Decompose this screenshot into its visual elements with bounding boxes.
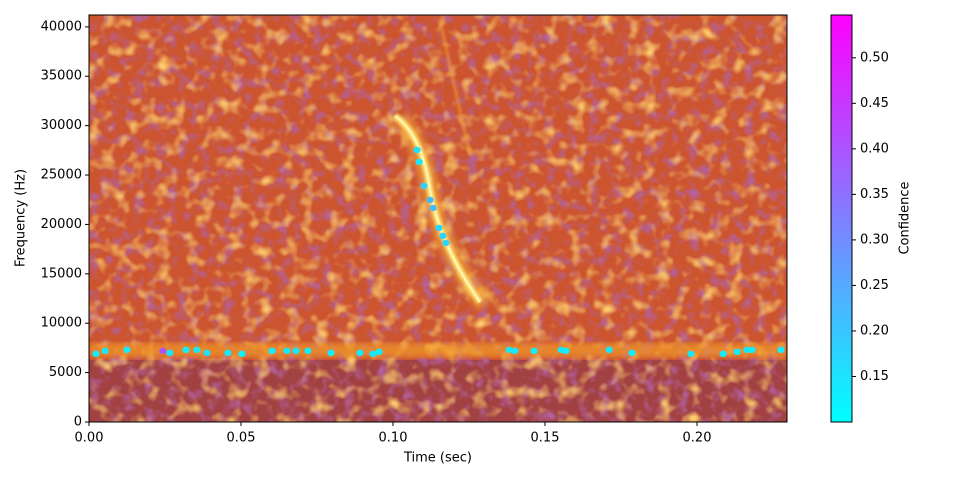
- detection-point: [356, 349, 364, 357]
- detection-point: [605, 346, 613, 354]
- detection-point: [442, 239, 450, 247]
- y-tick-label: 30000: [41, 118, 82, 133]
- detection-point: [530, 347, 538, 355]
- detection-point: [224, 349, 232, 357]
- detection-point: [562, 347, 570, 355]
- y-tick-label: 5000: [49, 365, 82, 380]
- colorbar-label: Confidence: [898, 181, 913, 254]
- detection-point: [413, 146, 421, 154]
- y-tick-label: 40000: [41, 19, 82, 34]
- colorbar-tick-label: 0.40: [860, 141, 889, 156]
- detection-point: [426, 196, 434, 204]
- colorbar: [830, 14, 853, 423]
- colorbar-tick-label: 0.20: [860, 323, 889, 338]
- y-tick-label: 20000: [41, 217, 82, 232]
- detection-point: [369, 350, 377, 358]
- y-tick-label: 10000: [41, 316, 82, 331]
- detection-point: [415, 158, 423, 166]
- detection-point: [511, 347, 519, 355]
- detection-point: [159, 347, 167, 355]
- x-tick-label: 0.00: [75, 431, 104, 446]
- detection-point: [292, 347, 300, 355]
- detection-point: [743, 346, 751, 354]
- colorbar-tick-label: 0.15: [860, 369, 889, 384]
- x-tick-label: 0.05: [227, 431, 256, 446]
- x-tick-label: 0.15: [531, 431, 560, 446]
- y-tick-label: 0: [74, 415, 82, 430]
- plot-frame: [88, 14, 788, 423]
- detection-point: [777, 346, 785, 354]
- x-tick-label: 0.10: [379, 431, 408, 446]
- x-tick-label: 0.20: [683, 431, 712, 446]
- y-tick-label: 35000: [41, 69, 82, 84]
- detection-point: [435, 224, 443, 232]
- y-tick-label: 15000: [41, 266, 82, 281]
- detection-point: [733, 348, 741, 356]
- detection-point: [283, 347, 291, 355]
- y-tick-label: 25000: [41, 168, 82, 183]
- detection-point: [123, 346, 131, 354]
- detection-point: [101, 347, 109, 355]
- detection-point: [268, 347, 276, 355]
- colorbar-tick-label: 0.35: [860, 187, 889, 202]
- x-axis-label: Time (sec): [403, 451, 472, 466]
- detection-point: [420, 182, 428, 190]
- detection-point: [719, 350, 727, 358]
- detection-point: [238, 350, 246, 358]
- detection-point: [193, 346, 201, 354]
- spectrogram: [89, 15, 787, 422]
- detection-point: [505, 346, 513, 354]
- colorbar-tick-label: 0.45: [860, 96, 889, 111]
- y-axis-label: Frequency (Hz): [14, 169, 29, 267]
- detection-point: [166, 349, 174, 357]
- detection-point: [327, 349, 335, 357]
- detection-point: [375, 348, 383, 356]
- detection-point: [429, 204, 437, 212]
- detection-point: [304, 347, 312, 355]
- detection-point: [628, 349, 636, 357]
- detection-point: [687, 350, 695, 358]
- colorbar-tick-label: 0.25: [860, 278, 889, 293]
- colorbar-tick-label: 0.30: [860, 232, 889, 247]
- detection-point: [182, 346, 190, 354]
- detection-point: [203, 349, 211, 357]
- detection-point: [748, 346, 756, 354]
- detection-point: [439, 232, 447, 240]
- colorbar-tick-label: 0.50: [860, 50, 889, 65]
- detection-point: [92, 350, 100, 358]
